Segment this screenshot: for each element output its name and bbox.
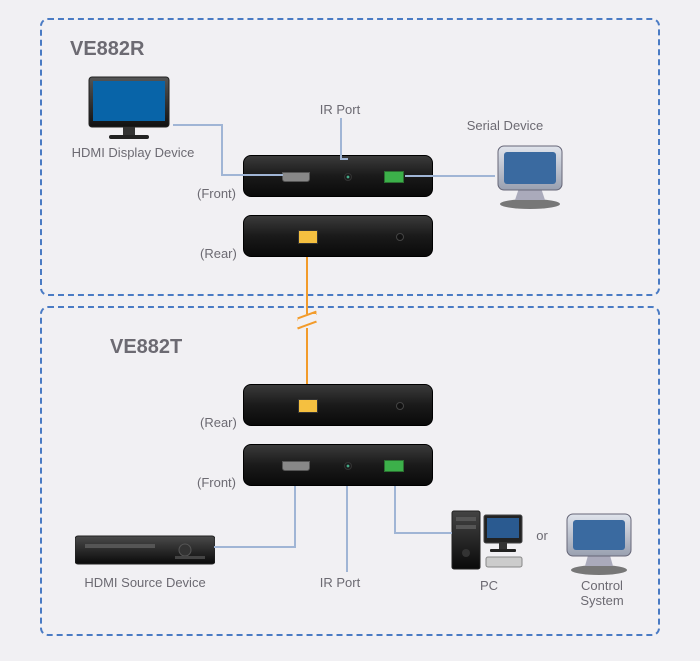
conn [394, 532, 452, 534]
device-ve882t-front [243, 444, 433, 486]
label-hdmi-source: HDMI Source Device [75, 575, 215, 590]
port-hdmi-t-front [282, 461, 310, 471]
serial-device-icon [490, 140, 570, 210]
conn [405, 175, 495, 177]
port-jack-r-front [344, 173, 352, 181]
diagram-canvas: VE882R HDMI Display Device Serial Device… [0, 0, 700, 661]
label-pc: PC [474, 578, 504, 593]
port-terminal-r-front [384, 171, 404, 183]
conn [221, 174, 283, 176]
pc-icon [450, 505, 525, 575]
label-front-bottom: (Front) [197, 475, 236, 490]
conn [214, 546, 296, 548]
label-hdmi-display: HDMI Display Device [68, 145, 198, 160]
conn [340, 118, 342, 160]
label-ir-port-bottom: IR Port [305, 575, 375, 590]
label-or: or [532, 528, 552, 543]
port-fiber-r-rear [298, 230, 318, 244]
conn [294, 486, 296, 548]
port-hdmi-r-front [282, 172, 310, 182]
label-rear-top: (Rear) [200, 246, 237, 261]
title-ve882r: VE882R [70, 38, 145, 61]
control-system-icon [560, 510, 638, 576]
device-ve882r-rear [243, 215, 433, 257]
hdmi-source-icon [75, 530, 215, 572]
port-terminal-t-front [384, 460, 404, 472]
conn [340, 158, 348, 160]
port-dc-r-rear [396, 233, 404, 241]
conn [221, 124, 223, 176]
port-jack-t-front [344, 462, 352, 470]
conn [173, 124, 223, 126]
label-control-system: Control System [572, 578, 632, 608]
label-rear-bottom: (Rear) [200, 415, 237, 430]
port-fiber-t-rear [298, 399, 318, 413]
label-serial-device: Serial Device [460, 118, 550, 133]
conn [394, 486, 396, 534]
hdmi-display-icon [85, 75, 173, 143]
port-dc-t-rear [396, 402, 404, 410]
label-ir-port-top: IR Port [310, 102, 370, 117]
label-front-top: (Front) [197, 186, 236, 201]
title-ve882t: VE882T [110, 336, 182, 359]
device-ve882t-rear [243, 384, 433, 426]
conn [346, 486, 348, 572]
